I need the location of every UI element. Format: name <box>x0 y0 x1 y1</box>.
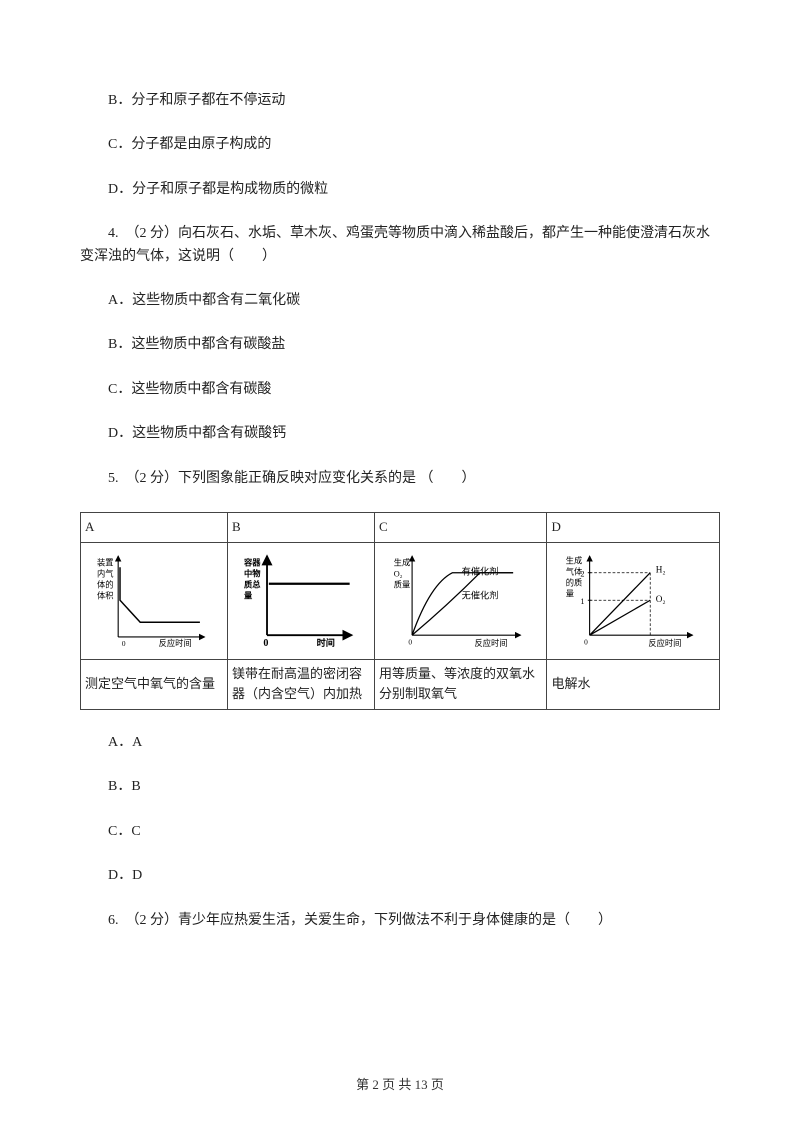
chart-a: 装置 内气 体的 体积 0 反应时间 <box>85 547 223 648</box>
q5-header-d: D <box>547 512 720 542</box>
chart-a-curve <box>120 567 200 622</box>
chart-d-tick2: 2 <box>581 569 585 578</box>
chart-b-cell: 容器 中物 质总 量 0 时间 <box>227 542 374 659</box>
svg-text:中物: 中物 <box>244 568 261 578</box>
svg-text:的质: 的质 <box>566 577 583 587</box>
q3-option-c: C．分子都是由原子构成的 <box>80 134 720 156</box>
svg-text:0: 0 <box>122 639 126 648</box>
chart-a-ylabel: 装置 <box>97 557 114 567</box>
svg-text:0: 0 <box>263 638 268 648</box>
svg-text:0: 0 <box>408 637 412 646</box>
footer-suffix: 页 <box>428 1077 444 1092</box>
chart-b-xlabel: 时间 <box>317 637 335 648</box>
chart-d-xlabel: 反应时间 <box>649 638 682 648</box>
q4-option-b: B．这些物质中都含有碳酸盐 <box>80 334 720 356</box>
svg-text:量: 量 <box>566 589 574 598</box>
q4-stem: 4. （2 分）向石灰石、水垢、草木灰、鸡蛋壳等物质中滴入稀盐酸后，都产生一种能… <box>80 223 720 268</box>
q5-header-c: C <box>374 512 547 542</box>
chart-d-label-h2: H₂ <box>656 564 666 574</box>
chart-b: 容器 中物 质总 量 0 时间 <box>232 547 370 648</box>
svg-text:O₂: O₂ <box>394 569 403 578</box>
chart-d-o2 <box>590 600 651 635</box>
chart-a-xlabel: 反应时间 <box>159 638 192 648</box>
svg-text:量: 量 <box>244 590 253 600</box>
footer-total: 13 <box>415 1077 428 1092</box>
page-footer: 第 2 页 共 13 页 <box>0 1075 800 1096</box>
chart-c-curve-top <box>412 572 513 634</box>
table-row-descs: 测定空气中氧气的含量 镁带在耐高温的密闭容器（内含空气）内加热 用等质量、等浓度… <box>81 659 720 710</box>
q5-stem: 5. （2 分）下列图象能正确反映对应变化关系的是 （ ） <box>80 468 720 490</box>
chart-c: 生成 O₂ 质量 0 反应时间 有催化剂 无催化剂 <box>379 547 543 648</box>
chart-d-h2 <box>590 572 651 634</box>
svg-text:体的: 体的 <box>97 579 114 589</box>
q5-table: A B C D 装置 内气 体的 体积 0 反应时间 容器 中物 质总 <box>80 512 720 710</box>
q5-option-b: B．B <box>80 776 720 798</box>
q5-option-a: A．A <box>80 732 720 754</box>
q5-option-d: D．D <box>80 865 720 887</box>
svg-text:内气: 内气 <box>97 568 114 578</box>
svg-text:生成: 生成 <box>394 557 411 567</box>
footer-mid: 页 共 <box>379 1077 415 1092</box>
table-row-headers: A B C D <box>81 512 720 542</box>
q4-option-a: A．这些物质中都含有二氧化碳 <box>80 290 720 312</box>
q5-header-a: A <box>81 512 228 542</box>
chart-c-xlabel: 反应时间 <box>474 638 507 648</box>
q3-option-b: B．分子和原子都在不停运动 <box>80 90 720 112</box>
chart-d-cell: 生成 气体 的质 量 0 反应时间 2 1 H₂ O₂ <box>547 542 720 659</box>
q6-stem: 6. （2 分）青少年应热爱生活，关爱生命，下列做法不利于身体健康的是（ ） <box>80 910 720 932</box>
q5-option-c: C．C <box>80 821 720 843</box>
chart-d-label-o2: O₂ <box>656 594 666 604</box>
q4-option-c: C．这些物质中都含有碳酸 <box>80 379 720 401</box>
chart-c-cell: 生成 O₂ 质量 0 反应时间 有催化剂 无催化剂 <box>374 542 547 659</box>
q5-desc-d: 电解水 <box>547 659 720 710</box>
footer-prefix: 第 <box>356 1077 372 1092</box>
q5-header-b: B <box>227 512 374 542</box>
chart-c-label-bot: 无催化剂 <box>462 589 499 600</box>
q5-desc-b: 镁带在耐高温的密闭容器（内含空气）内加热 <box>227 659 374 710</box>
svg-text:0: 0 <box>585 637 589 646</box>
chart-d-tick1: 1 <box>581 597 585 606</box>
svg-text:质总: 质总 <box>244 579 261 589</box>
q3-option-d: D．分子和原子都是构成物质的微粒 <box>80 179 720 201</box>
q5-desc-a: 测定空气中氧气的含量 <box>81 659 228 710</box>
svg-text:生成: 生成 <box>566 555 583 565</box>
q4-option-d: D．这些物质中都含有碳酸钙 <box>80 423 720 445</box>
svg-text:容器: 容器 <box>243 557 261 567</box>
chart-d: 生成 气体 的质 量 0 反应时间 2 1 H₂ O₂ <box>551 547 715 648</box>
chart-a-cell: 装置 内气 体的 体积 0 反应时间 <box>81 542 228 659</box>
table-row-charts: 装置 内气 体的 体积 0 反应时间 容器 中物 质总 量 0 时间 <box>81 542 720 659</box>
svg-text:质量: 质量 <box>394 579 411 589</box>
chart-c-label-top: 有催化剂 <box>462 565 499 576</box>
q5-desc-c: 用等质量、等浓度的双氧水分别制取氧气 <box>374 659 547 710</box>
svg-text:体积: 体积 <box>97 590 114 600</box>
chart-c-curve-bot <box>412 572 513 634</box>
